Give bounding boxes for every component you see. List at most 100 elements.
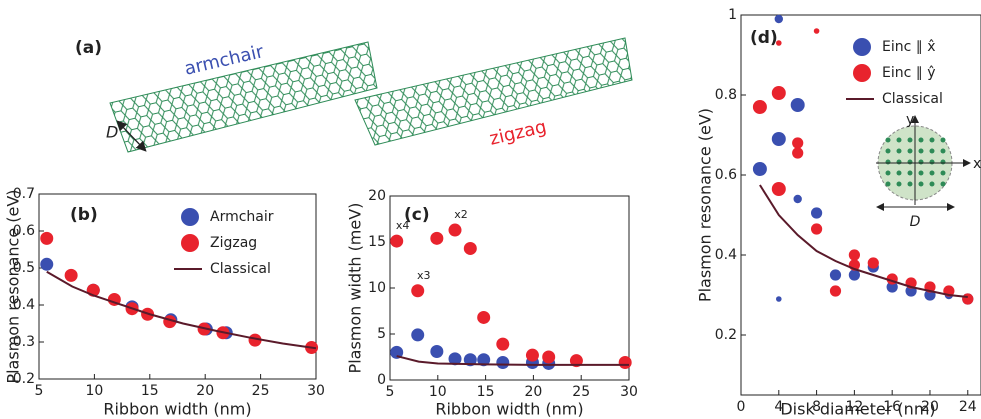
- inset-label: y: [906, 112, 914, 128]
- data-point: [542, 350, 556, 364]
- y-tick-label: 15: [368, 234, 386, 250]
- classical-line: [46, 270, 317, 350]
- data-point: [40, 257, 54, 271]
- data-point: [829, 269, 842, 281]
- inset-atom: [885, 170, 891, 176]
- inset-atom: [918, 170, 924, 176]
- x-tick-label: 5: [35, 383, 44, 399]
- x-tick-label: 25: [572, 384, 590, 400]
- x-tick-label: 8: [812, 399, 821, 415]
- classical-line: [759, 184, 968, 298]
- legend-swatch: [181, 234, 199, 252]
- data-point: [813, 28, 820, 34]
- x-axis-label: Ribbon width (nm): [435, 400, 583, 419]
- x-tick-label: 15: [141, 383, 159, 399]
- inset-atom: [918, 137, 924, 143]
- inset-atom: [885, 159, 891, 165]
- legend-swatch: [853, 64, 871, 82]
- data-point: [477, 353, 491, 367]
- data-point: [793, 194, 802, 204]
- y-tick-label: 0.2: [715, 327, 737, 343]
- inset-atom: [929, 181, 935, 187]
- y-tick-label: 0.6: [715, 167, 737, 183]
- x-tick-label: 30: [307, 383, 325, 399]
- data-point: [248, 333, 262, 347]
- y-tick-label: 0.2: [13, 371, 35, 387]
- inset-atom: [896, 137, 902, 143]
- data-point: [496, 337, 510, 351]
- data-point: [810, 223, 823, 235]
- data-point: [448, 352, 462, 366]
- data-point: [867, 257, 879, 269]
- x-axis-label: Disk diameter (nm): [780, 400, 935, 419]
- legend-label: Classical: [210, 261, 271, 277]
- data-point: [618, 356, 632, 370]
- inset-atom: [885, 137, 891, 143]
- annotation: x2: [454, 208, 468, 221]
- inset-atom: [907, 181, 913, 187]
- inset-atom: [896, 181, 902, 187]
- y-axis-label: Plasmon resonance (eV): [4, 189, 23, 383]
- y-tick-label: 1: [728, 7, 737, 23]
- y-tick-label: 0.8: [715, 87, 737, 103]
- legend-swatch: [853, 38, 871, 56]
- x-tick-label: 20: [921, 399, 939, 415]
- inset-atom: [907, 148, 913, 154]
- data-point: [752, 162, 767, 176]
- classical-line: [396, 355, 629, 366]
- data-point: [775, 40, 782, 46]
- data-point: [390, 345, 404, 359]
- data-point: [40, 231, 54, 245]
- data-point: [430, 344, 444, 358]
- x-tick-label: 16: [883, 399, 901, 415]
- data-point: [829, 285, 842, 297]
- legend-label: Zigzag: [210, 235, 257, 251]
- inset-atom: [929, 159, 935, 165]
- y-tick-label: 0.4: [715, 247, 737, 263]
- inset-label: D: [910, 214, 921, 230]
- y-tick-label: 10: [368, 280, 386, 296]
- inset-atom: [907, 159, 913, 165]
- annotation: x4: [396, 219, 410, 232]
- data-point: [771, 182, 786, 196]
- x-tick-label: 30: [620, 384, 638, 400]
- inset: x y D: [876, 112, 981, 230]
- data-point: [525, 348, 539, 362]
- width-label: D: [106, 123, 118, 142]
- data-point: [886, 281, 898, 293]
- panel-label: (d): [750, 28, 778, 48]
- inset-atom: [929, 170, 935, 176]
- data-point: [496, 356, 510, 370]
- inset-atom: [918, 181, 924, 187]
- inset-atom: [918, 148, 924, 154]
- data-point: [775, 296, 782, 302]
- annotation: x3: [417, 269, 431, 282]
- zigzag-ribbon: [354, 37, 633, 146]
- data-point: [477, 310, 491, 324]
- x-tick-label: 10: [429, 384, 447, 400]
- inset-atom: [940, 148, 946, 154]
- data-point: [771, 86, 786, 100]
- data-point: [64, 268, 78, 282]
- y-tick-label: 0.5: [13, 260, 35, 276]
- inset-label: x: [973, 156, 981, 172]
- panel-label: (b): [70, 205, 98, 225]
- inset-atom: [918, 159, 924, 165]
- inset-atom: [940, 159, 946, 165]
- data-point: [411, 284, 425, 298]
- data-point: [430, 231, 444, 245]
- x-tick-label: 20: [524, 384, 542, 400]
- data-point: [792, 147, 804, 159]
- legend-swatch: [181, 208, 199, 226]
- x-tick-label: 15: [477, 384, 495, 400]
- data-point: [962, 293, 974, 305]
- inset-atom: [929, 148, 935, 154]
- data-point: [411, 328, 425, 342]
- inset-atom: [940, 137, 946, 143]
- panel-label: (c): [404, 205, 430, 225]
- inset-atom: [885, 181, 891, 187]
- panel-label: (a): [75, 38, 102, 58]
- y-tick-label: 0: [377, 372, 386, 388]
- y-tick-label: 5: [377, 326, 386, 342]
